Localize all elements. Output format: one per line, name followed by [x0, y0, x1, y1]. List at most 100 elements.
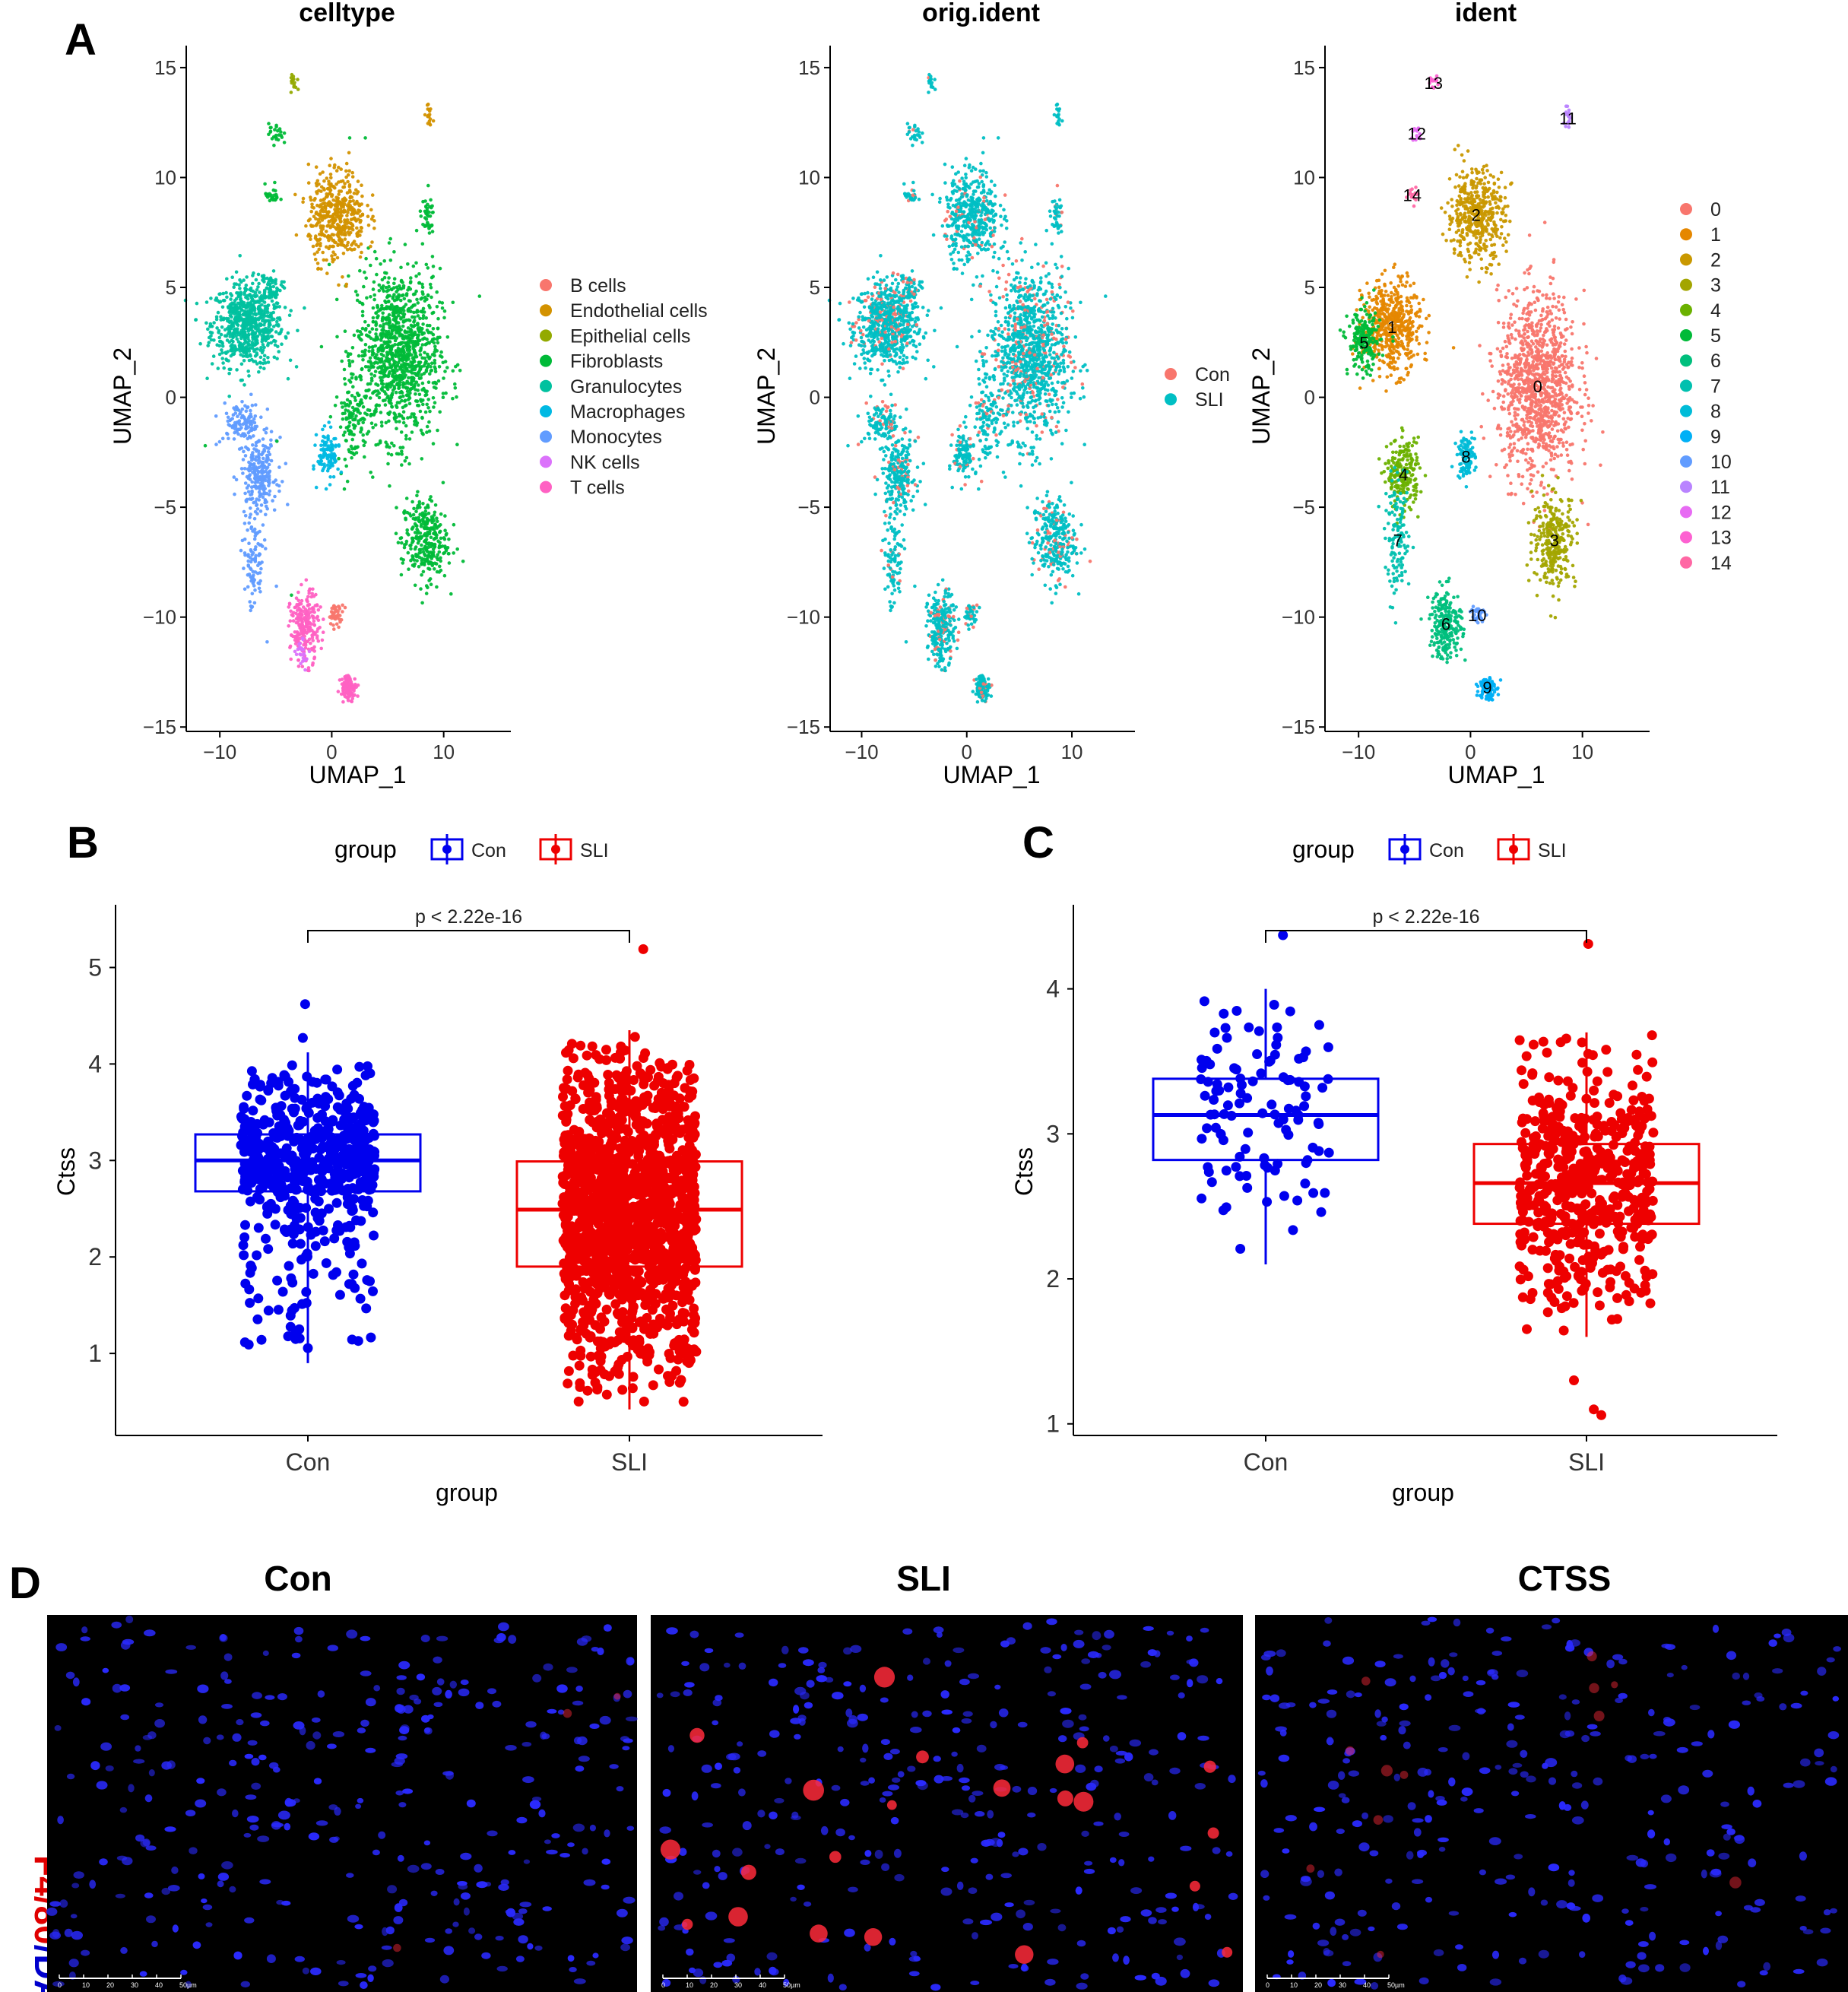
umap-point — [430, 361, 434, 366]
umap-point — [430, 224, 433, 228]
umap-point — [210, 362, 214, 366]
umap-point — [344, 350, 348, 354]
umap-point — [255, 440, 260, 444]
umap-point — [404, 293, 409, 297]
umap-point — [275, 357, 279, 361]
umap-point — [430, 230, 435, 233]
umap-point — [371, 306, 376, 310]
umap-point — [915, 350, 919, 354]
umap-point — [439, 350, 443, 354]
umap-point — [249, 497, 254, 502]
umap-point — [322, 233, 325, 237]
umap-points — [827, 72, 1108, 704]
umap-point — [430, 353, 435, 357]
umap-point — [415, 559, 419, 563]
umap-point — [294, 233, 299, 237]
umap-point — [245, 405, 249, 410]
umap-point — [307, 588, 311, 593]
umap-point — [303, 306, 306, 310]
umap-point — [431, 265, 436, 268]
umap-point — [362, 443, 366, 448]
umap-point — [339, 243, 344, 247]
umap-point — [421, 314, 426, 318]
umap-point — [259, 310, 264, 315]
umap-point — [382, 322, 386, 327]
umap-point — [1060, 332, 1064, 337]
umap-point — [429, 582, 433, 586]
umap-point — [266, 341, 271, 346]
umap-point — [262, 323, 266, 327]
x-tick-label: 0 — [326, 741, 337, 763]
umap-point — [355, 298, 360, 303]
umap-point — [335, 233, 339, 237]
umap-point — [439, 536, 443, 541]
umap-point — [879, 254, 883, 258]
umap-point — [247, 374, 251, 378]
umap-point — [288, 645, 292, 649]
umap-point — [361, 420, 366, 425]
umap-point — [231, 413, 236, 417]
umap-point — [350, 437, 355, 442]
umap-point — [387, 419, 391, 423]
umap-point — [371, 345, 375, 349]
umap-point — [408, 338, 412, 343]
umap-point — [420, 457, 424, 461]
umap-point — [392, 335, 397, 340]
umap-point — [268, 477, 271, 482]
umap-point — [374, 404, 379, 408]
umap-point — [409, 558, 413, 563]
umap-point — [413, 562, 417, 566]
umap-point — [233, 427, 237, 431]
umap-point — [366, 430, 371, 433]
umap-point — [258, 529, 262, 534]
umap-point — [266, 303, 271, 307]
umap-point — [381, 382, 385, 386]
umap-point — [430, 295, 433, 300]
umap-point — [302, 652, 306, 655]
umap-point — [214, 442, 218, 446]
umap-point — [371, 287, 376, 291]
umap-point — [222, 316, 226, 321]
umap-point — [423, 410, 428, 414]
umap-point — [369, 361, 373, 365]
umap-point — [293, 649, 297, 654]
umap-point — [294, 365, 299, 369]
umap-point — [913, 301, 917, 305]
umap-point — [848, 376, 852, 381]
umap-point — [301, 196, 306, 201]
umap-point — [1030, 430, 1035, 434]
umap-point — [322, 617, 325, 621]
umap-point — [876, 312, 880, 316]
umap-point — [325, 453, 329, 458]
umap-point — [250, 480, 255, 484]
umap-point — [357, 244, 361, 249]
umap-point — [905, 356, 909, 360]
umap-point — [908, 299, 913, 303]
umap-point — [435, 290, 439, 294]
umap-point — [253, 588, 257, 592]
umap-point — [312, 467, 315, 471]
umap-point — [343, 182, 347, 186]
umap-point — [374, 328, 379, 331]
umap-point — [208, 325, 212, 328]
umap-point — [848, 300, 851, 304]
umap-point — [382, 368, 386, 373]
umap-point — [451, 300, 455, 305]
umap-point — [342, 233, 347, 237]
umap-point — [226, 305, 230, 309]
umap-point — [435, 585, 439, 589]
umap-point — [389, 347, 394, 352]
umap-point — [272, 306, 277, 311]
umap-point — [372, 374, 377, 378]
umap-point — [348, 429, 352, 433]
x-tick-label: 10 — [433, 741, 455, 763]
umap-point — [232, 285, 236, 290]
umap-point — [385, 353, 389, 357]
umap-point — [1003, 287, 1008, 291]
umap-point — [420, 356, 424, 360]
umap-point — [217, 439, 222, 444]
umap-point — [242, 522, 247, 525]
umap-point — [358, 268, 362, 273]
umap-point — [325, 271, 329, 275]
umap-point — [451, 369, 455, 373]
